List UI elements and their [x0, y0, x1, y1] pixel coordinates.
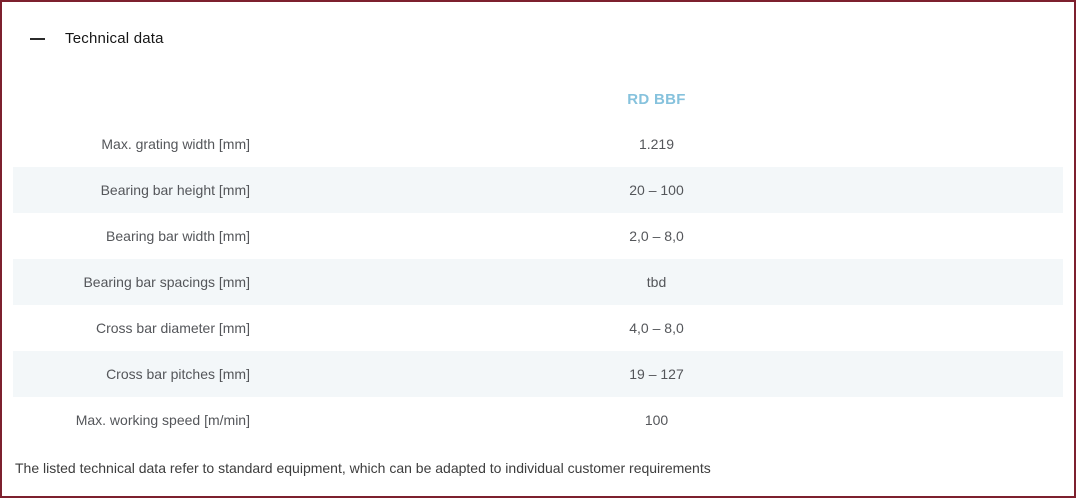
panel-title: Technical data — [65, 30, 164, 47]
row-value: 1.219 — [638, 136, 675, 152]
row-label: Bearing bar height [mm] — [100, 182, 250, 198]
table-header-row: RD BBF — [13, 77, 1063, 121]
technical-data-footnote: The listed technical data refer to stand… — [15, 460, 711, 476]
row-label: Bearing bar spacings [mm] — [83, 274, 250, 290]
column-header-rd-bbf: RD BBF — [627, 90, 686, 108]
row-value: 19 – 127 — [629, 366, 684, 382]
row-value: 100 — [644, 412, 669, 428]
table-row: Bearing bar height [mm] 20 – 100 — [13, 167, 1063, 213]
row-label: Max. working speed [m/min] — [75, 412, 250, 428]
table-row: Cross bar pitches [mm] 19 – 127 — [13, 351, 1063, 397]
row-label: Bearing bar width [mm] — [106, 228, 250, 244]
collapse-minus-icon[interactable] — [30, 37, 45, 40]
table-row: Bearing bar spacings [mm] tbd — [13, 259, 1063, 305]
technical-data-table: RD BBF Max. grating width [mm] 1.219 Bea… — [13, 77, 1063, 443]
table-row: Cross bar diameter [mm] 4,0 – 8,0 — [13, 305, 1063, 351]
row-value: 4,0 – 8,0 — [629, 320, 684, 336]
table-row: Max. working speed [m/min] 100 — [13, 397, 1063, 443]
table-row: Max. grating width [mm] 1.219 — [13, 121, 1063, 167]
row-value: 2,0 – 8,0 — [629, 228, 684, 244]
row-label: Max. grating width [mm] — [101, 136, 250, 152]
row-value: 20 – 100 — [629, 182, 684, 198]
table-row: Bearing bar width [mm] 2,0 – 8,0 — [13, 213, 1063, 259]
technical-data-accordion-toggle[interactable]: Technical data — [30, 30, 1074, 47]
row-label: Cross bar diameter [mm] — [95, 320, 250, 336]
row-label: Cross bar pitches [mm] — [106, 366, 250, 382]
row-value: tbd — [646, 274, 667, 290]
